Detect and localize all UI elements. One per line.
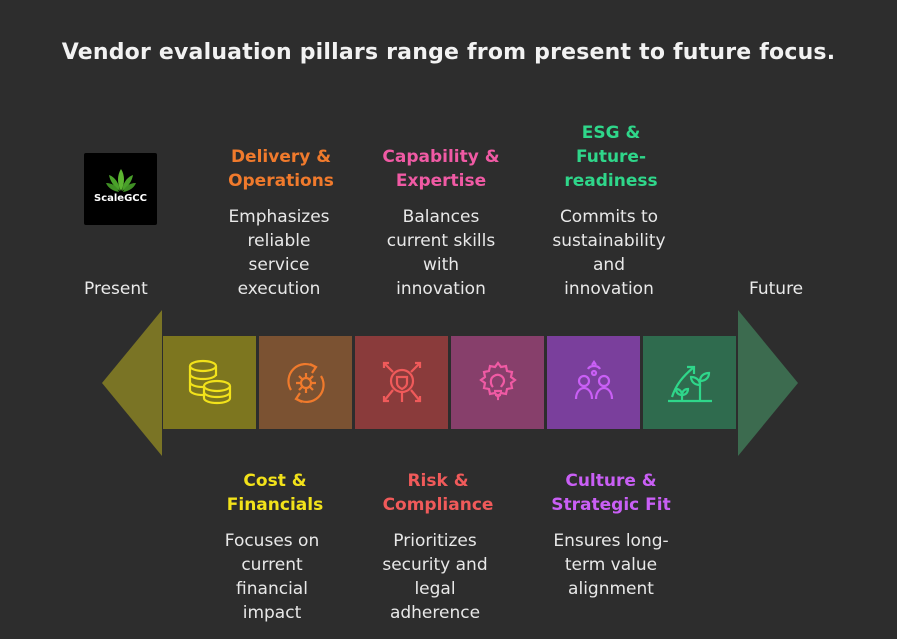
- desc-line: Prioritizes: [393, 531, 477, 551]
- pillar-desc-cost: Focuses on current financial impact: [192, 529, 352, 625]
- pillar-desc-delivery: Emphasizes reliable service execution: [198, 205, 360, 301]
- desc-line: term value: [564, 555, 658, 575]
- desc-line: innovation: [396, 279, 486, 299]
- desc-line: sustainability: [552, 231, 666, 251]
- heading-line: Risk &: [407, 471, 469, 491]
- pillar-desc-capability: Balances current skills with innovation: [360, 205, 522, 301]
- desc-line: current: [241, 555, 303, 575]
- heading-line: Strategic Fit: [551, 495, 671, 515]
- desc-line: Commits to: [559, 207, 659, 227]
- desc-line: Focuses on: [224, 531, 320, 551]
- leaf-cluster-icon: [106, 169, 136, 192]
- pillar-heading-cost: Cost & Financials: [195, 469, 355, 517]
- lightbulb-gear-icon: [478, 360, 517, 400]
- pillar-heading-capability: Capability & Expertise: [360, 145, 522, 193]
- pillar-segment-risk: [355, 336, 448, 429]
- desc-line: adherence: [389, 603, 481, 623]
- pillar-segment-delivery: [259, 336, 352, 429]
- desc-line: innovation: [564, 279, 654, 299]
- present-label: Present: [84, 279, 148, 299]
- pillar-desc-culture: Ensures long- term value alignment: [530, 529, 692, 601]
- desc-line: impact: [242, 603, 302, 623]
- desc-line: reliable: [247, 231, 311, 251]
- future-label: Future: [749, 279, 804, 299]
- desc-line: and: [593, 255, 625, 275]
- pillar-heading-delivery: Delivery & Operations: [200, 145, 362, 193]
- heading-line: ESG &: [581, 123, 641, 143]
- pillar-heading-risk: Risk & Compliance: [358, 469, 518, 517]
- logo: ScaleGCC: [84, 153, 157, 225]
- heading-line: Capability &: [382, 147, 500, 167]
- pillar-segment-capability: [451, 336, 544, 429]
- desc-line: Emphasizes: [228, 207, 330, 227]
- gear-cycle-icon: [286, 362, 325, 403]
- pillar-desc-esg: Commits to sustainability and innovation: [528, 205, 690, 301]
- heading-line: Delivery &: [230, 147, 332, 167]
- heading-line: Operations: [228, 171, 334, 191]
- heading-line: readiness: [564, 171, 658, 191]
- pillar-segment-cost: [163, 336, 256, 429]
- logo-text: ScaleGCC: [94, 193, 147, 204]
- desc-line: alignment: [568, 579, 654, 599]
- heading-line: Future-: [575, 147, 647, 167]
- heading-line: Compliance: [382, 495, 494, 515]
- pillar-segment-esg: [643, 336, 736, 429]
- desc-line: legal: [414, 579, 456, 599]
- desc-line: security and: [382, 555, 488, 575]
- desc-line: service: [248, 255, 310, 275]
- heading-line: Culture &: [565, 471, 657, 491]
- arrow-right-head: [738, 310, 798, 456]
- desc-line: financial: [236, 579, 308, 599]
- desc-line: current skills: [386, 231, 496, 251]
- pillar-heading-culture: Culture & Strategic Fit: [530, 469, 692, 517]
- timeline-arrow: [102, 310, 798, 456]
- coins-icon: [188, 359, 231, 404]
- desc-line: Ensures long-: [553, 531, 669, 551]
- arrow-left-head: [102, 310, 162, 456]
- desc-line: execution: [237, 279, 321, 299]
- pillar-heading-esg: ESG & Future- readiness: [530, 121, 692, 193]
- heading-line: Financials: [226, 495, 324, 515]
- heading-line: Expertise: [395, 171, 487, 191]
- shield-network-icon: [382, 361, 421, 402]
- pillar-desc-risk: Prioritizes security and legal adherence: [355, 529, 515, 625]
- growth-plant-icon: [667, 365, 712, 402]
- desc-line: Balances: [402, 207, 480, 227]
- people-icon: [574, 359, 613, 399]
- page-title: Vendor evaluation pillars range from pre…: [61, 40, 836, 65]
- heading-line: Cost &: [243, 471, 307, 491]
- desc-line: with: [422, 255, 460, 275]
- pillar-segment-culture: [547, 336, 640, 429]
